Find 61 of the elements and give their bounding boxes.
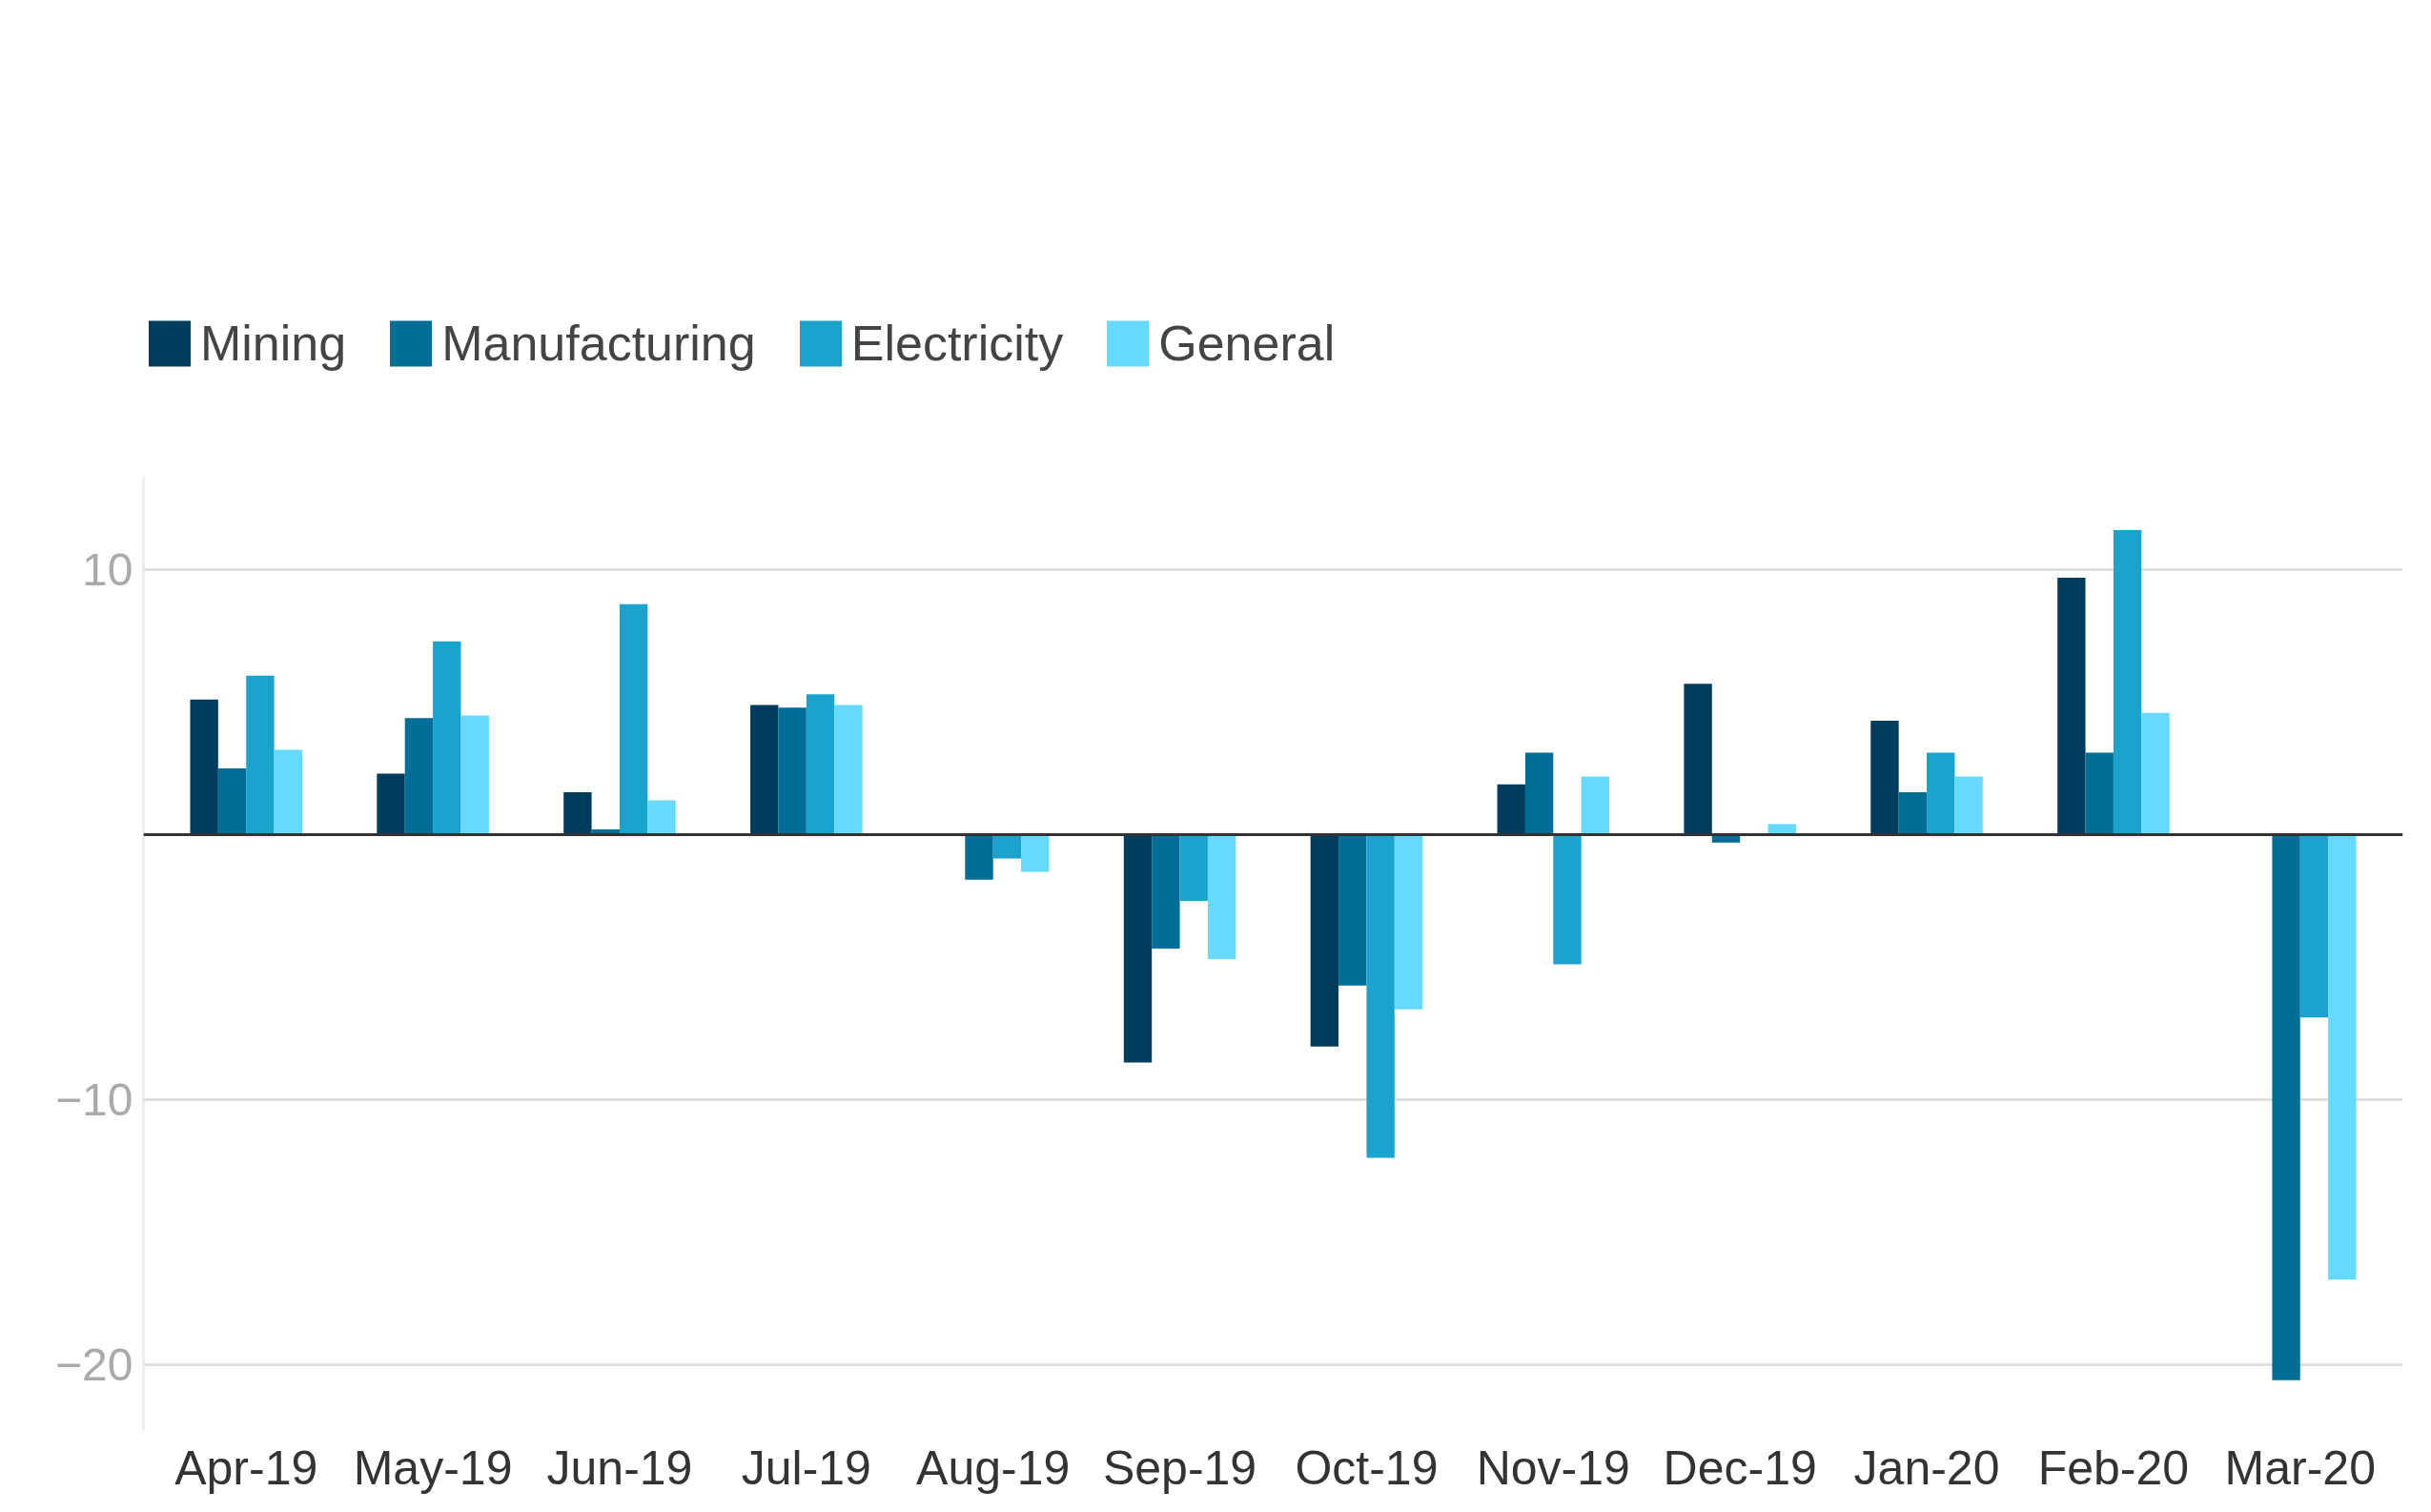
bar: [1021, 834, 1050, 872]
bar: [2328, 834, 2357, 1280]
bar: [2113, 530, 2142, 835]
bar: [647, 800, 676, 835]
bar: [965, 834, 993, 880]
bar: [563, 792, 592, 835]
x-tick-label: May-19: [353, 1440, 513, 1495]
bar: [1684, 684, 1712, 835]
bar: [1366, 834, 1395, 1158]
bar: [217, 768, 247, 835]
bar: [750, 705, 779, 835]
legend-label: General: [1158, 315, 1336, 372]
x-tick-label: Mar-20: [2224, 1440, 2376, 1495]
bar: [1927, 752, 1955, 835]
bar: [2057, 578, 2086, 835]
legend-label: Mining: [200, 315, 347, 372]
bar: [1870, 721, 1899, 835]
bar: [190, 699, 218, 835]
x-tick-label: Aug-19: [916, 1440, 1071, 1495]
bar: [274, 749, 302, 835]
bar: [2299, 834, 2329, 1018]
bar: [2272, 834, 2300, 1380]
y-tick-label: −20: [55, 1338, 133, 1390]
bar: [1898, 792, 1928, 835]
bar: [834, 705, 863, 835]
x-tick-label: Sep-19: [1102, 1440, 1257, 1495]
bar: [1179, 834, 1208, 901]
x-tick-label: Jun-19: [546, 1440, 693, 1495]
x-tick-label: Oct-19: [1295, 1440, 1439, 1495]
bar: [992, 834, 1022, 859]
x-tick-label: Apr-19: [174, 1440, 318, 1495]
x-tick-label: Dec-19: [1663, 1440, 1817, 1495]
bar: [1954, 776, 1983, 835]
bar: [377, 773, 405, 835]
y-tick-label: −10: [55, 1073, 133, 1125]
x-tick-label: Feb-20: [2037, 1440, 2190, 1495]
x-tick-label: Jul-19: [741, 1440, 871, 1495]
bar: [404, 718, 434, 835]
legend-label: Manufacturing: [441, 315, 756, 372]
bar: [1497, 784, 1525, 835]
bar: [1338, 834, 1367, 986]
bar: [1123, 834, 1153, 1063]
bar: [806, 694, 835, 835]
bar: [2085, 752, 2114, 835]
bar: [460, 715, 489, 835]
bar: [1524, 752, 1554, 835]
bar: [246, 675, 275, 835]
x-tick-label: Jan-20: [1853, 1440, 2000, 1495]
bar: [2141, 712, 2170, 835]
bar: [1394, 834, 1423, 1010]
y-tick-label: 10: [82, 544, 133, 596]
bar: [1152, 834, 1180, 949]
bar: [778, 707, 807, 835]
bar: [1581, 776, 1610, 835]
bar: [433, 641, 461, 835]
legend-label: Electricity: [850, 315, 1064, 372]
x-tick-label: Nov-19: [1476, 1440, 1630, 1495]
bar: [619, 603, 648, 835]
bar: [1310, 834, 1339, 1047]
bar: [1553, 834, 1582, 965]
bar: [1207, 834, 1236, 960]
